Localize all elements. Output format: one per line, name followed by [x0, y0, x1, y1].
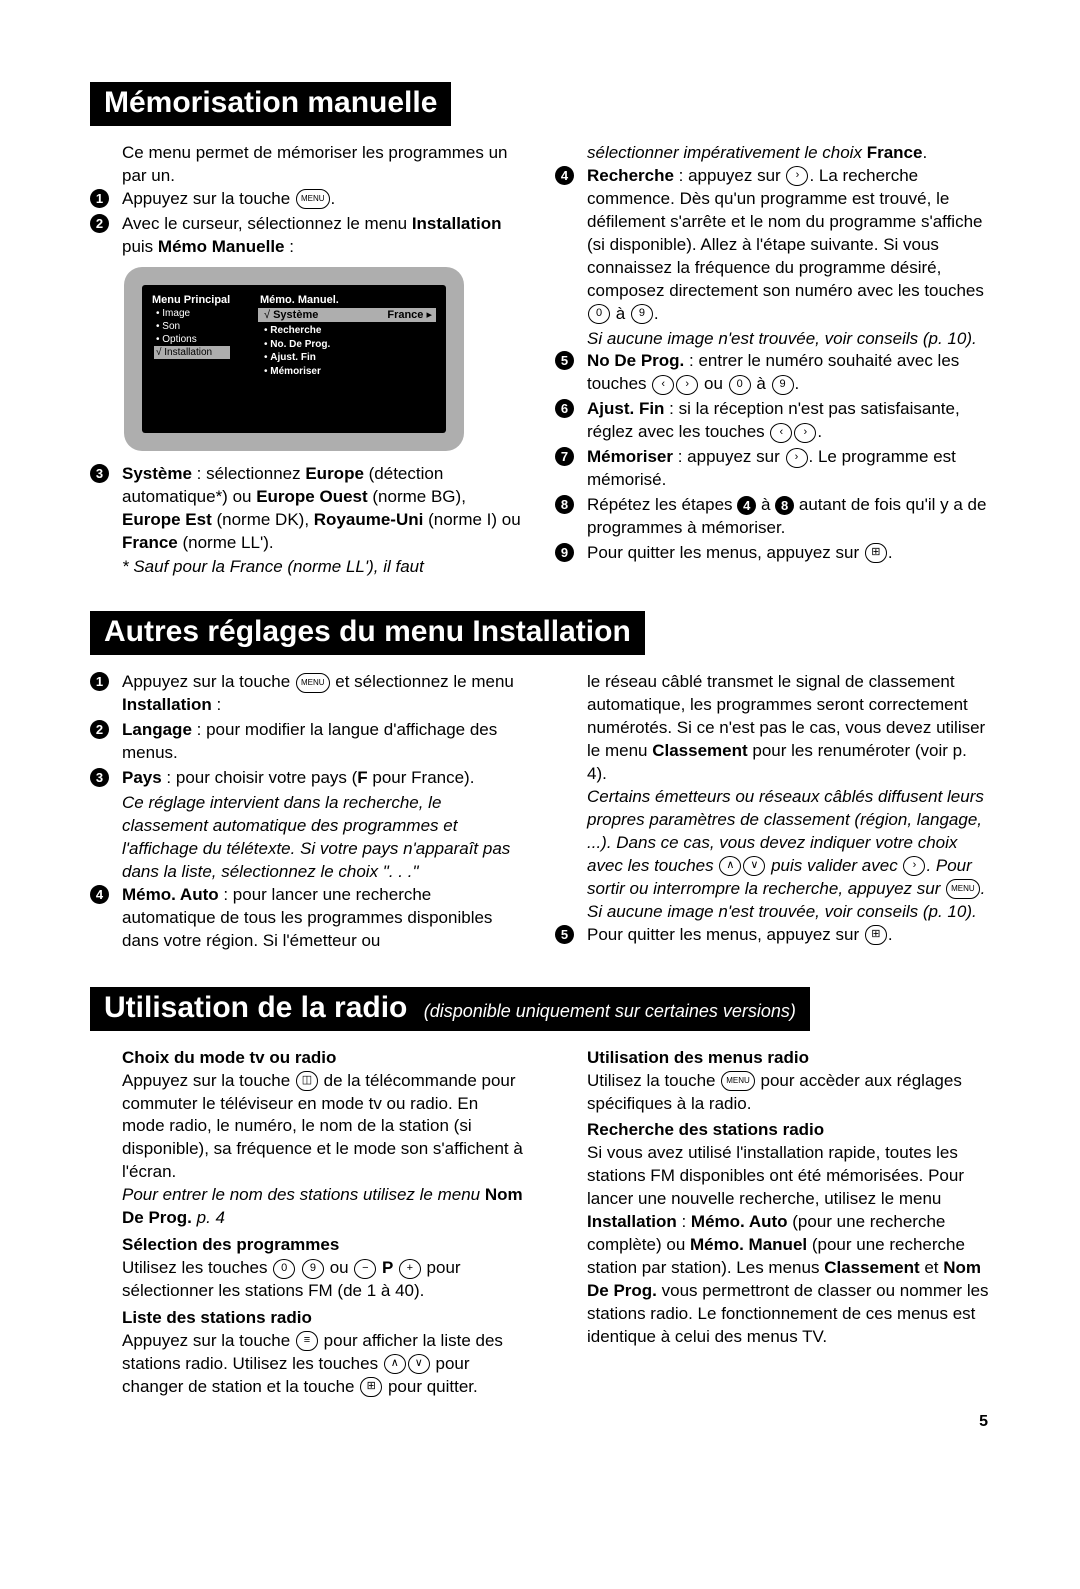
s3-h1: Choix du mode tv ou radio [122, 1047, 525, 1070]
step-7: 7 Mémoriser : appuyez sur ›. Le programm… [555, 446, 990, 492]
menu-key-icon: MENU [946, 879, 980, 899]
step-6: 6 Ajust. Fin : si la réception n'est pas… [555, 398, 990, 444]
section3-left-col: Choix du mode tv ou radio Appuyez sur la… [90, 1047, 525, 1399]
plus-key-icon: + [399, 1259, 421, 1279]
step-3: 3 Système : sélectionnez Europe (détecti… [90, 463, 525, 555]
section2-left-col: 1 Appuyez sur la touche MENU et sélectio… [90, 671, 525, 954]
step-4: 4 Recherche : appuyez sur ›. La recherch… [555, 165, 990, 326]
bullet-4-icon: 4 [555, 166, 574, 185]
section1-right-col: sélectionner impérativement le choix Fra… [555, 142, 990, 579]
menu-key-icon: MENU [296, 189, 330, 209]
s3-p4: Utilisez la touche MENU pour accèder aux… [587, 1070, 990, 1116]
section2-header: Autres réglages du menu Installation [90, 611, 645, 655]
nine-key-icon: 9 [772, 375, 794, 395]
section1-body: Ce menu permet de mémoriser les programm… [90, 142, 990, 579]
step-8: 8 Répétez les étapes 4 à 8 autant de foi… [555, 494, 990, 540]
page-number: 5 [979, 1413, 988, 1431]
up-key-icon: ∧ [719, 856, 741, 876]
bullet-2-icon: 2 [90, 720, 109, 739]
s2-step-3: 3 Pays : pour choisir votre pays (F pour… [90, 767, 525, 790]
left-key-icon: ‹ [770, 423, 792, 443]
s2-step-2: 2 Langage : pour modifier la langue d'af… [90, 719, 525, 765]
section3-header: Utilisation de la radio (disponible uniq… [90, 987, 810, 1031]
page: Mémorisation manuelle Ce menu permet de … [0, 0, 1080, 1459]
bullet-9-icon: 9 [555, 543, 574, 562]
s2-step-1: 1 Appuyez sur la touche MENU et sélectio… [90, 671, 525, 717]
intro-text: Ce menu permet de mémoriser les programm… [90, 142, 525, 188]
left-key-icon: ‹ [652, 375, 674, 395]
s3-h5: Recherche des stations radio [587, 1119, 990, 1142]
s2-right-para: le réseau câblé transmet le signal de cl… [555, 671, 990, 786]
section2-body: 1 Appuyez sur la touche MENU et sélectio… [90, 671, 990, 954]
nine-key-icon: 9 [631, 304, 653, 324]
minus-key-icon: − [354, 1259, 376, 1279]
s3-h4: Utilisation des menus radio [587, 1047, 990, 1070]
exit-key-icon: ⊞ [360, 1377, 382, 1397]
exit-key-icon: ⊞ [865, 925, 887, 945]
section3-right-col: Utilisation des menus radio Utilisez la … [555, 1047, 990, 1399]
bullet-5-icon: 5 [555, 925, 574, 944]
bullet-1-icon: 1 [90, 189, 109, 208]
right-note-1: sélectionner impérativement le choix Fra… [555, 142, 990, 165]
s2-right-note: Certains émetteurs ou réseaux câblés dif… [555, 786, 990, 924]
osd-left-menu: Menu Principal • Image • Son • Options √… [152, 293, 230, 359]
bullet-1-icon: 1 [90, 672, 109, 691]
s2-step-3-note: Ce réglage intervient dans la recherche,… [90, 792, 525, 884]
exit-key-icon: ⊞ [865, 543, 887, 563]
section3-title: Utilisation de la radio [104, 991, 407, 1024]
bullet-2-icon: 2 [90, 214, 109, 233]
section1-header: Mémorisation manuelle [90, 82, 451, 126]
section3-body: Choix du mode tv ou radio Appuyez sur la… [90, 1047, 990, 1399]
right-key-icon: › [794, 423, 816, 443]
menu-key-icon: MENU [721, 1071, 755, 1091]
down-key-icon: ∨ [743, 856, 765, 876]
tv-key-icon: ◫ [296, 1071, 318, 1091]
s3-p1-note: Pour entrer le nom des stations utilisez… [122, 1184, 525, 1230]
right-key-icon: › [786, 448, 808, 468]
step-5: 5 No De Prog. : entrer le numéro souhait… [555, 350, 990, 396]
nine-key-icon: 9 [302, 1259, 324, 1279]
up-key-icon: ∧ [384, 1354, 406, 1374]
bullet-7-icon: 7 [555, 447, 574, 466]
right-key-icon: › [903, 856, 925, 876]
step-2: 2 Avec le curseur, sélectionnez le menu … [90, 213, 525, 259]
bullet-3-icon: 3 [90, 768, 109, 787]
right-note-2: Si aucune image n'est trouvée, voir cons… [555, 328, 990, 351]
s2-step-5: 5 Pour quitter les menus, appuyez sur ⊞. [555, 924, 990, 947]
s3-h2: Sélection des programmes [122, 1234, 525, 1257]
s3-h3: Liste des stations radio [122, 1307, 525, 1330]
osd-screen: Menu Principal • Image • Son • Options √… [142, 285, 446, 433]
bullet-3-icon: 3 [90, 464, 109, 483]
step-9: 9 Pour quitter les menus, appuyez sur ⊞. [555, 542, 990, 565]
osd-preview: Menu Principal • Image • Son • Options √… [124, 267, 464, 451]
right-key-icon: › [676, 375, 698, 395]
zero-key-icon: 0 [588, 304, 610, 324]
bullet-8-icon: 8 [555, 495, 574, 514]
ref-4-icon: 4 [737, 496, 756, 515]
bullet-6-icon: 6 [555, 399, 574, 418]
s3-p3: Appuyez sur la touche ≡ pour afficher la… [122, 1330, 525, 1399]
zero-key-icon: 0 [273, 1259, 295, 1279]
s3-p5: Si vous avez utilisé l'installation rapi… [587, 1142, 990, 1348]
osd-right-menu: Mémo. Manuel. √ SystèmeFrance ▸ • Recher… [260, 293, 436, 379]
zero-key-icon: 0 [729, 375, 751, 395]
ref-8-icon: 8 [775, 496, 794, 515]
step-1: 1 Appuyez sur la touche MENU. [90, 188, 525, 211]
list-key-icon: ≡ [296, 1331, 318, 1351]
step-3-note: * Sauf pour la France (norme LL'), il fa… [90, 556, 525, 579]
right-key-icon: › [786, 166, 808, 186]
bullet-5-icon: 5 [555, 351, 574, 370]
section2-right-col: le réseau câblé transmet le signal de cl… [555, 671, 990, 954]
s2-step-4: 4 Mémo. Auto : pour lancer une recherche… [90, 884, 525, 953]
down-key-icon: ∨ [408, 1354, 430, 1374]
section1-left-col: Ce menu permet de mémoriser les programm… [90, 142, 525, 579]
section3-subtitle: (disponible uniquement sur certaines ver… [424, 1001, 796, 1021]
s3-p2: Utilisez les touches 0 9 ou − P + pour s… [122, 1257, 525, 1303]
s3-p1: Appuyez sur la touche ◫ de la télécomman… [122, 1070, 525, 1185]
menu-key-icon: MENU [296, 673, 330, 693]
bullet-4-icon: 4 [90, 885, 109, 904]
